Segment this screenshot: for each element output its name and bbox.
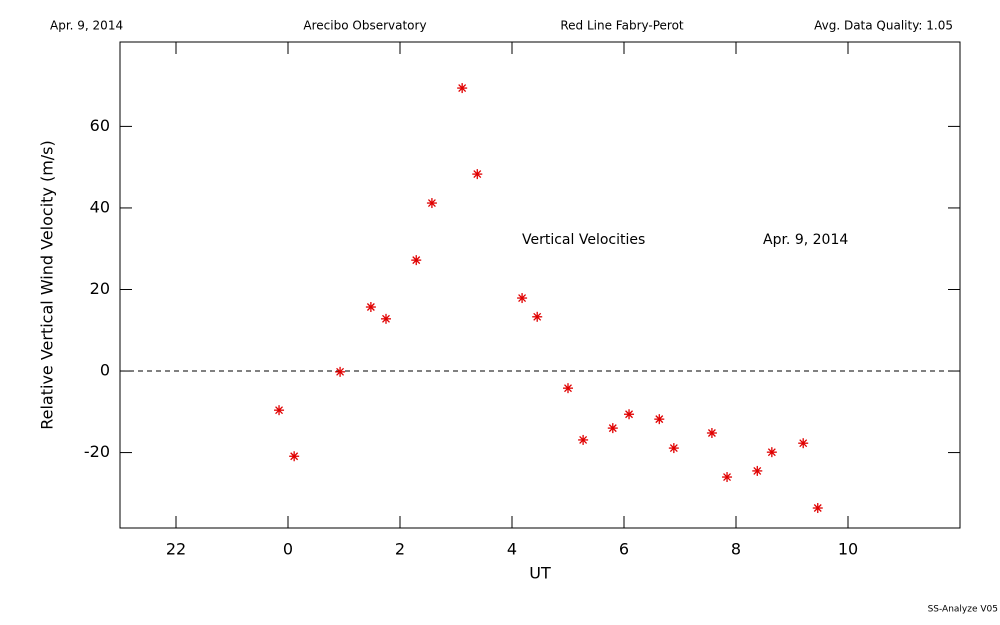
footer: SS-Analyze V05 bbox=[928, 605, 998, 615]
x-axis-label: UT bbox=[529, 564, 551, 583]
point-stroke bbox=[625, 410, 633, 419]
y-tick-label: -20 bbox=[84, 442, 110, 461]
point bbox=[563, 383, 573, 394]
annotation: Vertical Velocities bbox=[522, 232, 645, 248]
point bbox=[426, 198, 437, 209]
point-stroke bbox=[336, 367, 345, 376]
point-stroke bbox=[564, 384, 572, 393]
x-tick-label: 6 bbox=[619, 540, 629, 559]
point bbox=[798, 438, 809, 449]
point-stroke bbox=[723, 473, 731, 481]
point bbox=[722, 472, 733, 483]
point bbox=[411, 255, 422, 266]
point bbox=[517, 293, 528, 304]
point bbox=[654, 414, 665, 425]
header-date: Apr. 9, 2014 bbox=[50, 19, 123, 33]
x-tick-label: 22 bbox=[166, 540, 186, 559]
point bbox=[274, 405, 285, 416]
point bbox=[381, 313, 391, 324]
point bbox=[365, 302, 376, 313]
annotation: Apr. 9, 2014 bbox=[763, 232, 848, 248]
point-stroke bbox=[707, 429, 716, 437]
point bbox=[766, 447, 777, 458]
point bbox=[335, 366, 346, 377]
point-stroke bbox=[427, 199, 436, 208]
point-stroke bbox=[767, 448, 776, 457]
point bbox=[607, 423, 618, 434]
point bbox=[578, 434, 589, 445]
point bbox=[752, 465, 763, 476]
point bbox=[532, 311, 543, 322]
point bbox=[812, 503, 823, 514]
header-site: Arecibo Observatory bbox=[303, 19, 426, 33]
y-tick-label: 60 bbox=[90, 116, 110, 135]
point-stroke bbox=[518, 294, 527, 303]
point bbox=[668, 443, 679, 454]
point-stroke bbox=[473, 170, 482, 179]
point-stroke bbox=[753, 466, 762, 475]
x-tick-label: 0 bbox=[283, 540, 293, 559]
x-tick-label: 10 bbox=[838, 540, 858, 559]
y-tick-label: 20 bbox=[90, 279, 110, 298]
y-axis-label: Relative Vertical Wind Velocity (m/s) bbox=[38, 140, 57, 430]
y-tick-label: 40 bbox=[90, 197, 110, 216]
point bbox=[289, 451, 300, 462]
point-stroke bbox=[579, 435, 588, 444]
point-stroke bbox=[382, 314, 390, 323]
header-instrument: Red Line Fabry-Perot bbox=[560, 19, 684, 33]
point bbox=[457, 83, 468, 94]
point bbox=[624, 409, 635, 420]
point-stroke bbox=[533, 312, 542, 321]
x-tick-label: 2 bbox=[395, 540, 405, 559]
point-stroke bbox=[608, 424, 617, 433]
point-stroke bbox=[813, 504, 822, 512]
point-stroke bbox=[290, 452, 299, 461]
plot-frame bbox=[119, 41, 961, 529]
y-tick-label: 0 bbox=[100, 361, 110, 380]
point bbox=[706, 428, 717, 439]
point-stroke bbox=[655, 415, 664, 424]
point-stroke bbox=[669, 444, 678, 453]
point-stroke bbox=[458, 84, 467, 93]
point-stroke bbox=[412, 256, 421, 265]
point-stroke bbox=[799, 439, 808, 448]
point bbox=[472, 169, 483, 180]
point-stroke bbox=[366, 303, 375, 311]
header-quality: Avg. Data Quality: 1.05 bbox=[814, 19, 953, 33]
point-stroke bbox=[275, 406, 283, 415]
x-tick-label: 4 bbox=[507, 540, 517, 559]
x-tick-label: 8 bbox=[731, 540, 741, 559]
